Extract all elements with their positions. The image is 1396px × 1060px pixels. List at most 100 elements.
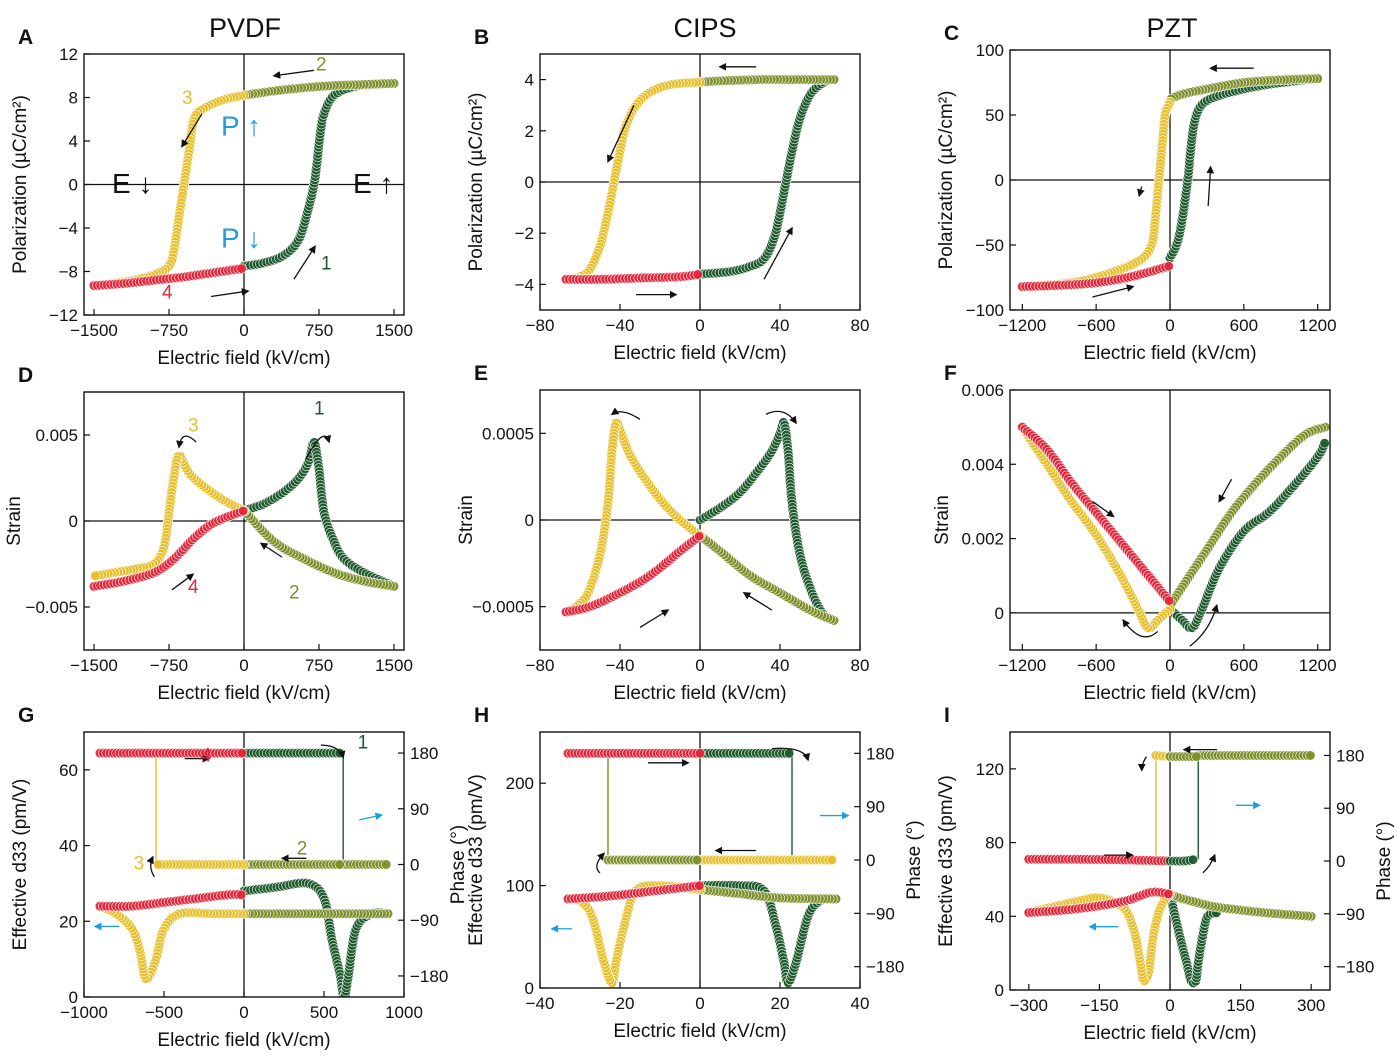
data-point [1319,438,1330,449]
y-tick-label: −100 [966,301,1004,320]
plot-area [560,74,840,285]
y-axis-label: Strain [4,496,25,546]
annotation-label: 3 [134,853,145,874]
phase-point [334,859,345,870]
axis-indicator-arrow [359,812,384,821]
annotation-label: 3 [188,416,199,437]
annotation-label: 2 [289,582,300,603]
x-tick-label: 600 [1230,316,1258,335]
y-tick-label: 0.004 [961,455,1004,474]
y-tick-label: 100 [506,877,534,896]
phase-point [1187,854,1199,865]
y2-tick-label: 180 [866,744,894,763]
phase-point [381,859,392,870]
panel-f: F −1200 −600 0 600 1200 0 0.002 0.004 0.006 Electr… [932,362,1337,704]
x-tick-label: 500 [310,1003,338,1022]
x-tick-label: −80 [526,316,555,335]
column-title-pvdf: PVDF [209,13,281,43]
y-axis-label: Strain [456,495,477,545]
x-tick-label: 0 [1165,656,1174,675]
y-tick-label: 0 [525,173,534,192]
y-tick-label: 50 [985,106,1004,125]
y2-tick-label: 180 [1336,746,1364,765]
x-tick-label: 80 [851,316,870,335]
data-point [236,263,247,274]
panel-letter: H [474,704,489,727]
y-tick-label: 0.005 [35,426,78,445]
x-tick-label: −80 [526,656,555,675]
y-tick-label: 80 [985,834,1004,853]
panel-i: I −300 −150 0 150 300 0 40 80 120 −180 −90 0 90 180 Ele… [936,704,1395,1044]
panel-letter: C [944,22,959,45]
data-point [238,505,249,517]
x-tick-label: −40 [526,994,555,1013]
direction-arrow [1137,186,1145,198]
annotation-label: 1 [358,733,369,754]
y-axis-label: Effective d33 (pm/V) [10,779,31,951]
y2-tick-label: 180 [410,744,438,763]
y-tick-label: 0 [69,176,78,195]
curved-direction-arrow [320,744,346,759]
x-tick-label: 0 [695,316,704,335]
direction-arrow [763,226,793,280]
direction-arrow [742,591,773,611]
y2-tick-label: 90 [1336,799,1355,818]
phase-point [691,854,703,866]
direction-arrow [293,245,316,280]
curved-direction-arrow [771,747,810,762]
x-tick-label: 0 [1165,316,1174,335]
direction-arrow [1092,284,1135,298]
panel-c: C −1200 −600 0 600 1200 −100 −50 0 50 100 Electric … [936,22,1337,364]
y-tick-label: −50 [975,236,1004,255]
direction-arrow [272,69,315,79]
x-tick-label: 0 [695,994,704,1013]
data-point [1163,595,1175,606]
y-tick-label: 0 [69,988,78,1007]
panel-letter: F [944,362,957,385]
plot-area [562,748,842,988]
x-axis-label: Electric field (kV/cm) [1083,1023,1256,1044]
y2-tick-label: 0 [866,851,875,870]
y-tick-label: 2 [525,122,534,141]
x-tick-label: −300 [1010,996,1048,1015]
curved-direction-arrow [765,410,797,425]
y-tick-label: 20 [59,912,78,931]
curved-direction-arrow [146,855,155,878]
direction-arrow [171,573,195,591]
y2-tick-label: −90 [866,904,895,923]
y-tick-label: 0.0005 [482,424,534,443]
annotation-label: 2 [297,839,308,860]
x-axis-label: Electric field (kV/cm) [157,1030,330,1051]
y-tick-label: 0.006 [961,381,1004,400]
x-tick-label: 0 [695,656,704,675]
panel-letter: B [474,26,489,49]
annotation-label: E ↑ [353,168,393,199]
plot-area [1017,422,1330,633]
curved-direction-arrow [1137,756,1148,772]
x-axis-label: Electric field (kV/cm) [1083,683,1256,704]
annotation-label: 4 [188,577,199,598]
y2-tick-label: −90 [1336,905,1365,924]
y-tick-label: 40 [59,837,78,856]
phase-point [153,859,164,870]
x-tick-label: −150 [1080,996,1118,1015]
x-tick-label: −600 [1077,656,1115,675]
direction-arrow [639,609,670,629]
x-tick-label: −750 [150,321,188,340]
x-axis-label: Electric field (kV/cm) [1083,343,1256,364]
y-tick-label: −8 [59,263,78,282]
plot-area [1017,73,1323,292]
phase-point [1305,750,1316,761]
y-tick-label: 0 [995,171,1004,190]
x-tick-label: −1500 [70,321,118,340]
y2-axis-label: Phase (°) [448,825,469,904]
x-tick-label: 40 [851,994,870,1013]
curved-direction-arrow [1189,603,1219,647]
x-tick-label: 80 [851,656,870,675]
x-tick-label: 150 [1226,996,1254,1015]
x-tick-label: −600 [1077,316,1115,335]
annotation-label: 1 [314,398,325,419]
y-tick-label: −4 [59,219,78,238]
